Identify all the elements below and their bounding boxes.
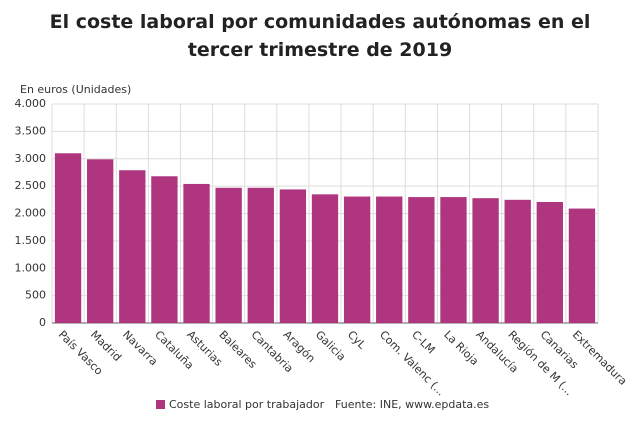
y-tick-label: 0 [39, 316, 46, 329]
bar [504, 199, 531, 323]
y-tick-label: 2.500 [15, 179, 47, 192]
y-tick-label: 4.000 [15, 97, 47, 110]
x-tick-label: Extremadura [570, 328, 630, 388]
bar [151, 176, 178, 323]
bar [183, 183, 210, 323]
y-tick-label: 1.000 [15, 261, 47, 274]
bar [408, 197, 435, 323]
x-tick-label: CyL [345, 328, 369, 352]
y-tick-label: 2.000 [15, 207, 47, 220]
bar [54, 153, 82, 323]
bar [472, 198, 499, 323]
bar [376, 196, 403, 323]
bar [279, 189, 307, 323]
y-tick-label: 1.500 [15, 234, 47, 247]
bar [536, 202, 563, 323]
bar [311, 194, 339, 323]
bar [343, 196, 371, 323]
bar [440, 197, 467, 323]
bar [568, 208, 596, 323]
chart-title: El coste laboral por comunidades autónom… [49, 11, 591, 61]
y-tick-label: 500 [25, 289, 46, 302]
legend-swatch [156, 400, 165, 409]
x-tick-label: Galicia [313, 328, 349, 364]
legend-label: Coste laboral por trabajador [169, 398, 325, 411]
x-tick-label: C-LM [409, 328, 437, 356]
bar [87, 159, 114, 323]
bar [247, 187, 274, 323]
y-tick-label: 3.000 [15, 152, 47, 165]
bar [215, 187, 242, 323]
y-tick-label: 3.500 [15, 124, 47, 137]
y-axis-label: En euros (Unidades) [20, 83, 131, 96]
bar [119, 170, 146, 323]
source: Fuente: INE, www.epdata.es [335, 398, 489, 411]
